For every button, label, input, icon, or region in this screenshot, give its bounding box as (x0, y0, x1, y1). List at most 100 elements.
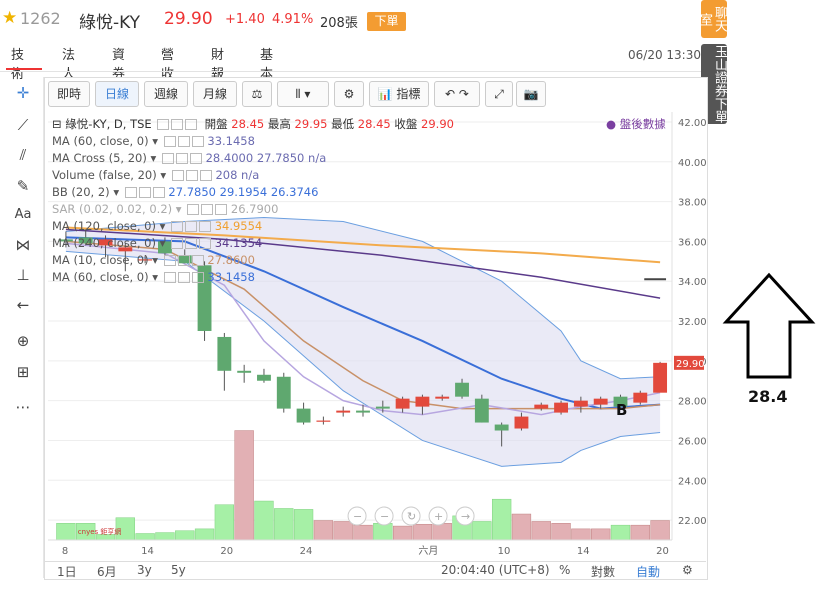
legend-eye-icon[interactable] (163, 136, 176, 147)
legend-close-icon[interactable] (191, 136, 204, 147)
legend-close-icon[interactable] (215, 204, 228, 215)
legend-eye-icon[interactable] (187, 204, 200, 215)
legend-row-values: 34.9554 (214, 219, 263, 233)
buy-marker-label: B (616, 401, 628, 419)
legend-settings-icon[interactable] (185, 238, 198, 249)
broker-order-button[interactable]: 玉山證券下單 (701, 44, 727, 124)
x-tick-label: 24 (300, 546, 313, 557)
volume-bar (472, 521, 492, 541)
more-tools-icon[interactable]: ⋯ (15, 398, 31, 416)
fullscreen-icon[interactable]: ⤢ (485, 81, 513, 107)
legend-eye-icon[interactable] (124, 187, 137, 198)
legend-settings-icon[interactable] (177, 272, 190, 283)
range-5y[interactable]: 5y (171, 563, 186, 577)
legend-row-label: MA (240, close, 0) (52, 236, 156, 250)
weekly-button[interactable]: 週線 (144, 81, 188, 107)
indicators-icon: 📊 (377, 87, 393, 101)
compare-icon[interactable]: ⚖ (242, 81, 272, 107)
after-hours-link[interactable]: ● 盤後數據 (606, 117, 666, 131)
legend-close-icon[interactable] (199, 238, 212, 249)
legend-settings-icon[interactable] (177, 255, 190, 266)
volume-bars (56, 430, 670, 541)
legend-collapse-icon[interactable]: ⊟ (52, 117, 62, 131)
legend-eye-icon[interactable] (171, 238, 184, 249)
percent-toggle[interactable]: % (559, 563, 571, 577)
zoom-control-glyph: → (461, 510, 470, 523)
quote-datetime: 06/20 13:30 (628, 48, 701, 62)
legend-close-icon[interactable] (191, 272, 204, 283)
text-tool-icon[interactable]: Aa (14, 207, 32, 222)
chart-type-icon[interactable]: ⫴ ▾ (277, 81, 329, 107)
legend-high-label: 最高 (267, 117, 291, 131)
crosshair-icon[interactable]: ✛ (16, 84, 30, 102)
range-3y[interactable]: 3y (137, 563, 152, 577)
candle-body (158, 241, 172, 254)
log-toggle[interactable]: 對數 (591, 565, 616, 579)
monthly-button[interactable]: 月線 (193, 81, 237, 107)
candle-body (633, 392, 648, 403)
legend-settings-icon[interactable] (138, 187, 151, 198)
legend-settings-icon[interactable] (171, 119, 184, 130)
y-tick-label: 26.00 (678, 436, 706, 447)
legend-close-icon[interactable] (199, 221, 212, 232)
legend-eye-icon[interactable] (163, 272, 176, 283)
daily-button[interactable]: 日線 (95, 81, 139, 107)
legend-close-icon[interactable] (191, 255, 204, 266)
legend-close-icon[interactable] (189, 153, 202, 164)
legend-row-values: 27.8600 (207, 253, 255, 267)
auto-scale-toggle[interactable]: 自動 (636, 565, 661, 579)
stock-price: 29.90 (164, 9, 213, 29)
legend-eye-icon[interactable] (157, 119, 170, 130)
order-button[interactable]: 下單 (367, 12, 406, 31)
fork-icon[interactable]: ⫽ (19, 146, 27, 164)
legend-row: MA (120, close, 0) ▾ 34.9554 (52, 219, 263, 233)
legend-eye-icon[interactable] (161, 153, 174, 164)
back-arrow-icon[interactable]: ← (16, 296, 30, 314)
legend-eye-icon[interactable] (171, 221, 184, 232)
legend-eye-icon[interactable] (163, 255, 176, 266)
measure-icon[interactable]: ⊥ (16, 266, 30, 284)
candle-body (613, 396, 628, 407)
indicators-button[interactable]: 📊 指標 (369, 81, 429, 107)
zoom-icon[interactable]: ⊕ (16, 332, 30, 350)
undo-redo-icon[interactable]: ↶ ↷ (434, 81, 480, 107)
chat-room-button[interactable]: 聊天室 (697, 0, 727, 38)
candle-body (534, 404, 549, 409)
camera-icon[interactable]: 📷 (516, 81, 546, 107)
range-6m[interactable]: 6月 (97, 565, 117, 579)
legend-close-icon[interactable] (185, 119, 198, 130)
trendline-icon[interactable]: ⟋ (17, 116, 29, 134)
legend-settings-icon[interactable] (177, 136, 190, 147)
price-chart[interactable]: 22.0024.0026.0028.0030.0032.0034.0036.00… (44, 108, 706, 560)
bollinger-lower-line (65, 250, 661, 467)
legend-row-values: 28.4000 27.7850 n/a (205, 151, 327, 165)
legend-row-values: 27.7850 29.1954 26.3746 (168, 185, 319, 199)
volume-bar (373, 523, 393, 541)
volume-bar (491, 498, 512, 541)
legend-close-icon[interactable] (152, 187, 165, 198)
legend-eye-icon[interactable] (171, 170, 184, 181)
indicators-label: 指標 (396, 87, 421, 101)
candle-body (138, 259, 153, 261)
candle-body (336, 410, 351, 413)
realtime-button[interactable]: 即時 (48, 81, 90, 107)
legend-row-values: 34.1354 (214, 236, 263, 250)
legend-settings-icon[interactable] (185, 221, 198, 232)
legend-settings-icon[interactable] (185, 170, 198, 181)
volume-bar (650, 520, 670, 541)
candle-body (653, 362, 668, 393)
candle-body (474, 398, 489, 423)
after-hours-label: 盤後數據 (619, 117, 666, 131)
candle-body (316, 420, 331, 422)
favorite-star-icon[interactable]: ★ (2, 8, 18, 28)
legend-close-icon[interactable] (199, 170, 212, 181)
legend-settings-icon[interactable] (201, 204, 214, 215)
ruler-icon[interactable]: ⊞ (16, 363, 30, 381)
settings-gear-icon[interactable]: ⚙ (334, 81, 364, 107)
legend-settings-icon[interactable] (175, 153, 188, 164)
bottom-settings-icon[interactable]: ⚙ (682, 563, 693, 577)
tab-technical[interactable]: 技術 (11, 48, 25, 82)
range-1d[interactable]: 1日 (57, 565, 77, 579)
pattern-icon[interactable]: ⋈ (15, 236, 31, 254)
brush-icon[interactable]: ✎ (16, 177, 30, 195)
